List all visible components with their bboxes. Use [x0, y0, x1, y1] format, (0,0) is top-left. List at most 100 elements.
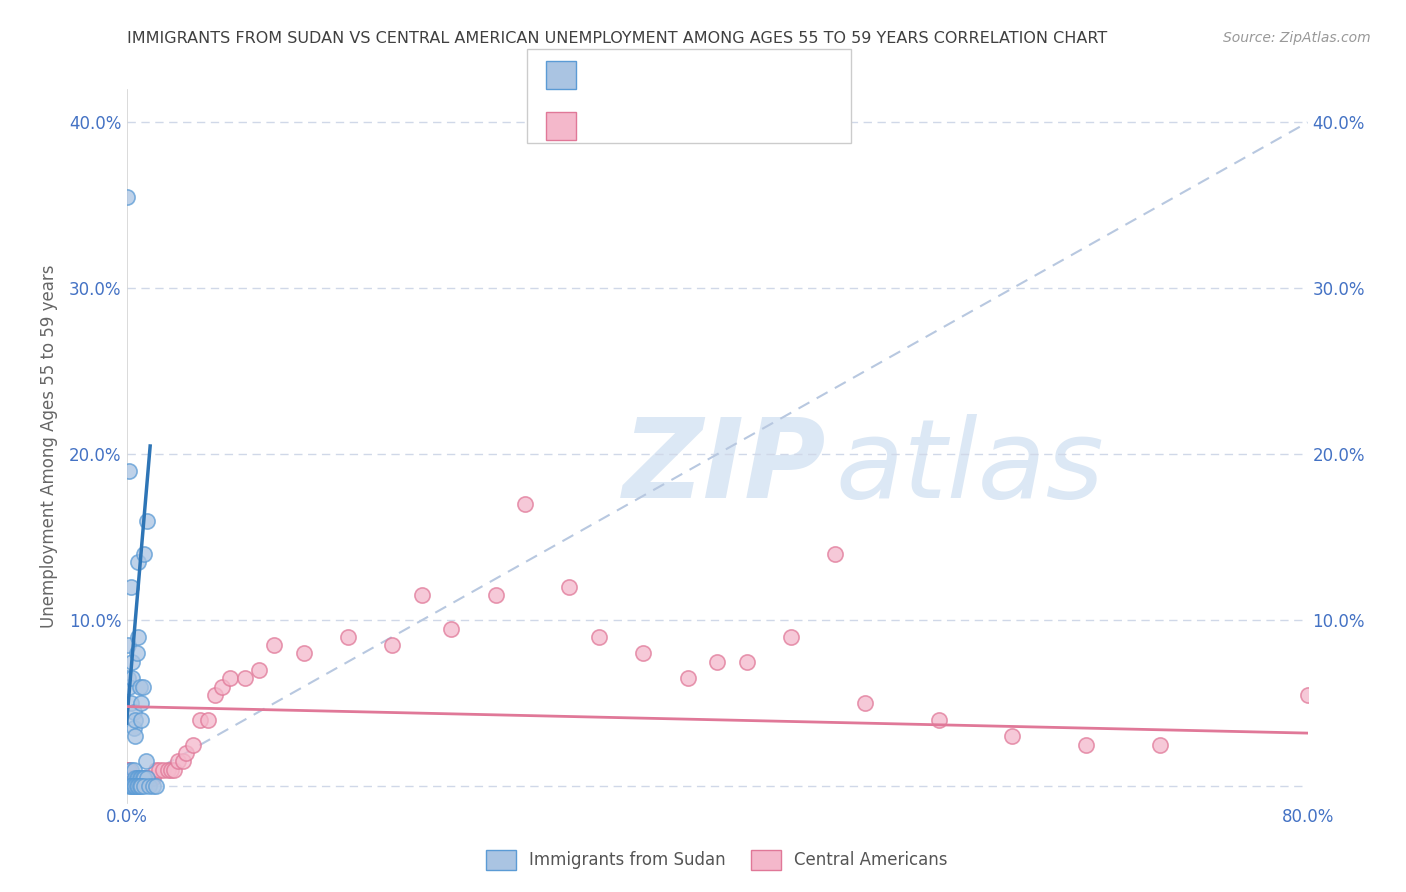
Point: [122, 705, 145, 719]
Point: [120, 771, 142, 785]
Point: [134, 771, 156, 785]
Point: [174, 746, 197, 760]
Point: [588, 630, 610, 644]
Point: [411, 588, 433, 602]
Point: [381, 638, 404, 652]
Point: [115, 190, 138, 204]
Point: [233, 671, 256, 685]
Point: [138, 771, 160, 785]
Point: [115, 771, 138, 785]
Point: [122, 721, 145, 735]
Point: [120, 580, 142, 594]
Point: [115, 763, 138, 777]
Point: [928, 713, 950, 727]
Point: [135, 771, 157, 785]
Point: [124, 730, 146, 744]
Point: [118, 763, 141, 777]
Point: [181, 738, 204, 752]
Point: [125, 771, 148, 785]
Point: [120, 779, 142, 793]
Point: [139, 771, 162, 785]
Point: [132, 680, 155, 694]
Point: [440, 622, 463, 636]
Point: [167, 754, 190, 768]
Point: [1076, 738, 1098, 752]
Point: [124, 771, 146, 785]
Point: [128, 779, 150, 793]
Text: Source: ZipAtlas.com: Source: ZipAtlas.com: [1223, 31, 1371, 45]
Point: [128, 771, 150, 785]
Point: [706, 655, 728, 669]
Point: [129, 771, 153, 785]
Point: [129, 771, 153, 785]
Point: [211, 680, 233, 694]
Point: [132, 771, 155, 785]
Point: [118, 771, 141, 785]
Text: ZIP: ZIP: [623, 414, 827, 521]
Point: [337, 630, 360, 644]
Point: [219, 671, 242, 685]
Point: [1001, 730, 1024, 744]
Point: [118, 779, 141, 793]
Point: [145, 779, 167, 793]
Point: [124, 779, 146, 793]
Point: [117, 771, 139, 785]
Point: [156, 763, 179, 777]
Point: [263, 638, 285, 652]
Point: [129, 771, 153, 785]
Point: [128, 771, 150, 785]
Point: [122, 771, 145, 785]
Point: [152, 763, 174, 777]
Point: [124, 771, 146, 785]
Point: [125, 771, 148, 785]
Point: [117, 771, 139, 785]
Point: [197, 713, 219, 727]
Point: [121, 771, 143, 785]
Text: R =  0.342   N = 46: R = 0.342 N = 46: [588, 70, 763, 88]
Point: [134, 779, 156, 793]
Point: [735, 655, 758, 669]
Point: [127, 771, 149, 785]
Point: [124, 771, 146, 785]
Point: [125, 771, 148, 785]
Point: [121, 771, 143, 785]
Point: [676, 671, 699, 685]
Point: [127, 555, 149, 569]
Point: [631, 647, 654, 661]
Point: [128, 680, 150, 694]
Point: [779, 630, 801, 644]
Point: [136, 514, 159, 528]
Point: [129, 713, 153, 727]
Point: [172, 754, 194, 768]
Point: [292, 647, 315, 661]
Point: [121, 655, 143, 669]
Legend: Immigrants from Sudan, Central Americans: Immigrants from Sudan, Central Americans: [479, 843, 955, 877]
Point: [129, 696, 153, 710]
Point: [515, 497, 537, 511]
Point: [118, 771, 141, 785]
Point: [136, 771, 159, 785]
Point: [127, 771, 149, 785]
Point: [118, 680, 141, 694]
Point: [121, 779, 143, 793]
Point: [124, 771, 146, 785]
Point: [138, 779, 160, 793]
Point: [142, 779, 165, 793]
Point: [129, 779, 153, 793]
Point: [1149, 738, 1171, 752]
Point: [120, 696, 142, 710]
Point: [122, 763, 145, 777]
Point: [135, 754, 157, 768]
Point: [122, 779, 145, 793]
Point: [117, 771, 139, 785]
Point: [120, 771, 142, 785]
Point: [159, 763, 183, 777]
Point: [127, 771, 149, 785]
Point: [117, 763, 139, 777]
Point: [145, 763, 167, 777]
Point: [134, 771, 156, 785]
Point: [121, 671, 143, 685]
Point: [115, 771, 138, 785]
Point: [125, 771, 148, 785]
Point: [127, 630, 149, 644]
